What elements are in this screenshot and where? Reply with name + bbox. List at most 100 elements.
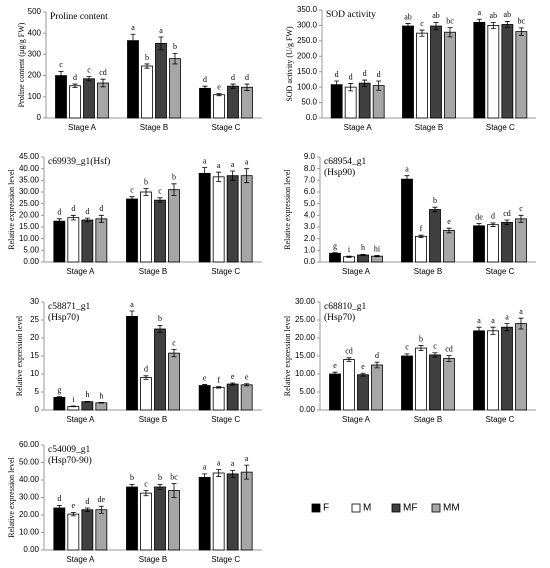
y-axis-label: SOD activity (U/g FW) bbox=[285, 26, 294, 102]
significance-letter: d bbox=[85, 497, 89, 506]
bar bbox=[444, 31, 456, 119]
bar bbox=[198, 476, 211, 551]
error-bar bbox=[84, 400, 90, 403]
bar bbox=[430, 25, 442, 119]
significance-letter: a bbox=[159, 26, 163, 35]
significance-letter: c bbox=[130, 185, 134, 194]
error-bar bbox=[84, 217, 90, 223]
error-bar bbox=[86, 76, 92, 82]
y-axis-label: Relative expression level bbox=[15, 315, 24, 396]
significance-letter: cd bbox=[445, 344, 453, 353]
error-bar bbox=[129, 196, 135, 202]
bar bbox=[81, 401, 94, 411]
error-bar bbox=[158, 36, 164, 51]
bar bbox=[212, 472, 225, 551]
bar bbox=[329, 373, 341, 411]
significance-letter: h bbox=[361, 243, 365, 252]
bar bbox=[81, 509, 94, 551]
error-bar bbox=[432, 206, 438, 213]
error-bar bbox=[230, 170, 236, 181]
bar bbox=[501, 221, 513, 263]
bar bbox=[140, 492, 152, 551]
y-tick-label: 500 bbox=[28, 7, 42, 16]
error-bar bbox=[374, 361, 380, 369]
chart-title: (Hsp90) bbox=[324, 167, 355, 178]
significance-letter: a bbox=[231, 459, 235, 468]
significance-letter: ab bbox=[490, 11, 498, 20]
bar bbox=[154, 486, 166, 551]
y-axis-label: Relative expression level bbox=[7, 457, 16, 538]
significance-letter: a bbox=[203, 463, 207, 472]
error-bar bbox=[518, 214, 524, 223]
significance-letter: b bbox=[433, 196, 437, 205]
significance-letter: bc bbox=[446, 16, 454, 25]
significance-letter: e bbox=[217, 82, 221, 91]
error-bar bbox=[504, 323, 510, 332]
error-bar bbox=[348, 83, 354, 92]
error-bar bbox=[98, 505, 104, 514]
y-tick-label: 30 bbox=[30, 297, 39, 306]
error-bar bbox=[216, 93, 222, 97]
legend-swatch bbox=[311, 503, 321, 513]
x-tick-label: Stage B bbox=[415, 123, 443, 132]
significance-letter: a bbox=[245, 157, 249, 166]
error-bar bbox=[58, 70, 64, 81]
bar bbox=[402, 25, 414, 119]
error-bar bbox=[202, 167, 208, 180]
bar bbox=[198, 385, 211, 411]
y-tick-label: 30.00 bbox=[19, 493, 40, 502]
significance-letter: d bbox=[375, 351, 379, 360]
y-axis-label: Relative expression level bbox=[283, 169, 292, 250]
bar bbox=[53, 220, 66, 263]
significance-letter: a bbox=[217, 458, 221, 467]
bar bbox=[415, 347, 427, 411]
bar bbox=[487, 224, 499, 263]
error-bar bbox=[490, 326, 496, 335]
error-bar bbox=[404, 175, 410, 184]
significance-letter: ab bbox=[404, 12, 412, 21]
error-bar bbox=[419, 29, 425, 37]
bar bbox=[416, 32, 428, 119]
y-tick-label: 20.00 bbox=[295, 333, 316, 342]
significance-letter: cd bbox=[503, 209, 511, 218]
y-tick-label: 300 bbox=[28, 50, 42, 59]
significance-letter: a bbox=[405, 164, 409, 173]
x-tick-label: Stage B bbox=[139, 267, 167, 276]
y-tick-label: 0.0 bbox=[306, 113, 318, 122]
y-tick-label: 350.0 bbox=[297, 5, 318, 14]
significance-letter: d bbox=[491, 212, 495, 221]
bar bbox=[240, 384, 253, 411]
significance-letter: d bbox=[144, 365, 148, 374]
error-bar bbox=[332, 371, 338, 377]
y-tick-label: 40.00 bbox=[19, 475, 40, 484]
legend-swatch bbox=[391, 503, 401, 513]
chart-title: c54009_g1 bbox=[48, 445, 90, 455]
chart-title: c68954_g1 bbox=[324, 157, 366, 167]
significance-letter: d bbox=[57, 494, 61, 503]
x-tick-label: Stage B bbox=[414, 267, 442, 276]
bar bbox=[154, 328, 166, 411]
y-tick-label: 8.0 bbox=[304, 164, 316, 173]
bar bbox=[140, 377, 152, 411]
y-tick-label: 1.0 bbox=[304, 245, 316, 254]
error-bar bbox=[171, 349, 177, 358]
bar bbox=[240, 471, 253, 551]
error-bar bbox=[157, 197, 163, 203]
bar bbox=[226, 473, 239, 551]
error-bar bbox=[405, 23, 411, 29]
bar bbox=[401, 355, 413, 411]
error-bar bbox=[504, 21, 510, 28]
bar bbox=[126, 315, 138, 411]
bar bbox=[473, 330, 485, 411]
x-tick-label: Stage C bbox=[211, 267, 240, 276]
bar bbox=[240, 175, 253, 263]
significance-letter: e bbox=[333, 361, 337, 370]
significance-letter: ab bbox=[432, 11, 440, 20]
error-bar bbox=[70, 214, 76, 221]
error-bar bbox=[447, 27, 453, 38]
bar bbox=[344, 86, 357, 119]
bar bbox=[212, 176, 225, 263]
significance-letter: b bbox=[145, 53, 149, 62]
bar bbox=[198, 172, 211, 263]
bar bbox=[515, 218, 527, 263]
